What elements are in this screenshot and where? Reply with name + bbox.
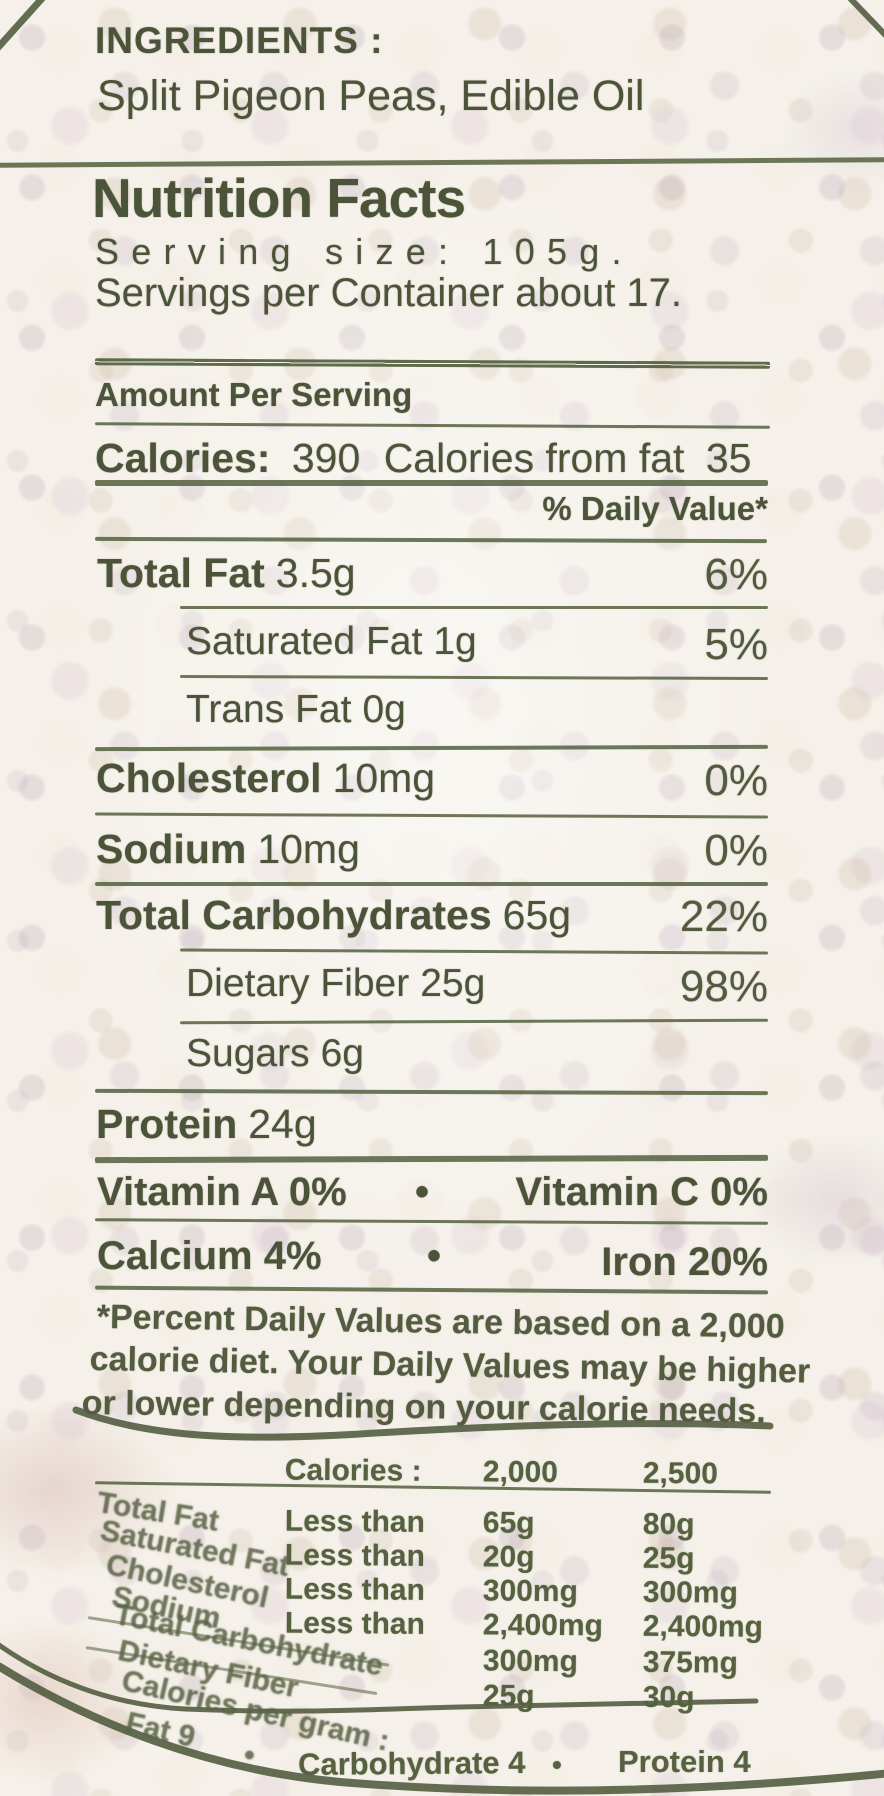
nutrient-row-protein: Protein 24g [96, 1103, 317, 1146]
nutrient-name: Saturated Fat [186, 620, 423, 663]
nutrient-name: Protein [96, 1101, 238, 1147]
value-2000: 20g [482, 1540, 535, 1574]
nutrition-facts-title: Nutrition Facts [92, 167, 466, 229]
col-2500-header: 2,500 [642, 1456, 719, 1491]
bullet-separator: • [415, 1170, 430, 1214]
amount-per-serving: Amount Per Serving [95, 376, 413, 413]
serving-size: Serving size: 105g. [95, 231, 634, 272]
nutrient-row-total-fat: Total Fat 3.5g [97, 552, 356, 595]
nutrient-dv: 5% [704, 620, 768, 669]
top-right-corner-line [847, 0, 884, 38]
value-2500: 375mg [642, 1645, 739, 1680]
col-2000-header: 2,000 [482, 1455, 559, 1490]
calories-value: 390 [291, 435, 361, 481]
value-2500: 25g [642, 1541, 695, 1576]
calories-line: Calories: 390 Calories from fat 35 [95, 437, 751, 480]
divider [180, 606, 768, 609]
protein-per-gram: Protein 4 [618, 1744, 751, 1779]
value-2000: 300mg [482, 1574, 579, 1609]
divider [95, 882, 768, 886]
bullet-separator: • [552, 1749, 562, 1780]
servings-per-container: Servings per Container about 17. [95, 271, 683, 315]
value-2000: 65g [482, 1506, 535, 1540]
nutrient-amount: 3.5g [275, 550, 356, 596]
value-2500: 80g [642, 1507, 695, 1542]
daily-value-header: % Daily Value* [542, 490, 768, 527]
reference-table-header: Calories : 2,000 2,500 [95, 1452, 775, 1494]
nutrient-name: Sodium [96, 826, 247, 872]
ingredients-text: Split Pigeon Peas, Edible Oil [97, 72, 645, 120]
top-left-corner-line [0, 0, 46, 51]
ingredients-heading: INGREDIENTS : [95, 20, 384, 61]
carbohydrate-per-gram: Carbohydrate 4 [297, 1745, 526, 1782]
nutrient-row-sugars: Sugars 6g [186, 1032, 364, 1075]
nutrient-dv: 98% [679, 962, 768, 1011]
nutrient-name: Total Carbohydrates [96, 892, 492, 938]
calories-header: Calories : [284, 1453, 422, 1488]
footnote-line: or lower depending on your calorie needs… [81, 1384, 766, 1431]
nutrient-dv: 22% [679, 892, 768, 941]
calories-label: Calories: [95, 435, 271, 481]
vitamin-row: Vitamin A 0% • Vitamin C 0% [97, 1170, 768, 1216]
vitamin-a: Vitamin A 0% [97, 1170, 347, 1214]
qualifier: Less than [284, 1538, 426, 1573]
bullet-separator: • [427, 1234, 442, 1278]
value-2500: 2,400mg [642, 1609, 764, 1644]
nutrient-row-sodium: Sodium 10mg [96, 828, 360, 871]
value-2000: 25g [482, 1679, 535, 1713]
nutrient-amount: 1g [433, 620, 477, 663]
nutrient-row-total-carbohydrates: Total Carbohydrates 65g [96, 894, 571, 937]
value-2500: 300mg [642, 1575, 739, 1610]
value-2000: 300mg [482, 1644, 579, 1679]
nutrient-row-trans-fat: Trans Fat 0g [186, 688, 406, 731]
value-2000: 2,400mg [482, 1608, 604, 1643]
divider [95, 480, 768, 486]
nutrient-dv: 0% [704, 826, 768, 875]
nutrient-name: Dietary Fiber [186, 962, 410, 1005]
nutrient-dv: 6% [704, 550, 768, 599]
calories-from-fat-label: Calories from fat [383, 435, 685, 481]
nutrient-amount: 65g [502, 892, 572, 938]
nutrient-name: Sugars [186, 1032, 310, 1075]
nutrient-amount: 0g [362, 688, 406, 731]
mineral-row: Calcium 4% • Iron 20% [97, 1234, 768, 1284]
calories-from-fat-value: 35 [705, 435, 752, 481]
nutrient-amount: 6g [320, 1032, 364, 1075]
nutrient-name: Trans Fat [186, 688, 352, 731]
nutrient-name: Total Fat [97, 550, 265, 596]
table-bottom-rule [0, 1642, 759, 1714]
nutrient-row-saturated-fat: Saturated Fat 1g [186, 620, 477, 663]
nutrient-name: Cholesterol [96, 755, 322, 801]
calcium: Calcium 4% [97, 1234, 322, 1278]
footnote-bottom-rule [72, 1406, 774, 1441]
nutrient-row-cholesterol: Cholesterol 10mg [96, 757, 435, 800]
nutrient-amount: 25g [420, 962, 486, 1005]
nutrient-dv: 0% [704, 756, 768, 805]
nutrient-amount: 10mg [257, 826, 360, 872]
vitamin-c: Vitamin C 0% [515, 1170, 768, 1214]
nutrient-amount: 10mg [332, 755, 436, 801]
nutrient-row-dietary-fiber: Dietary Fiber 25g [186, 962, 486, 1005]
iron: Iron 20% [601, 1240, 768, 1284]
value-2500: 30g [642, 1680, 695, 1715]
qualifier: Less than [284, 1572, 426, 1607]
bottom-border-curve [0, 1662, 884, 1795]
qualifier: Less than [284, 1504, 426, 1539]
nutrient-amount: 24g [248, 1101, 317, 1147]
